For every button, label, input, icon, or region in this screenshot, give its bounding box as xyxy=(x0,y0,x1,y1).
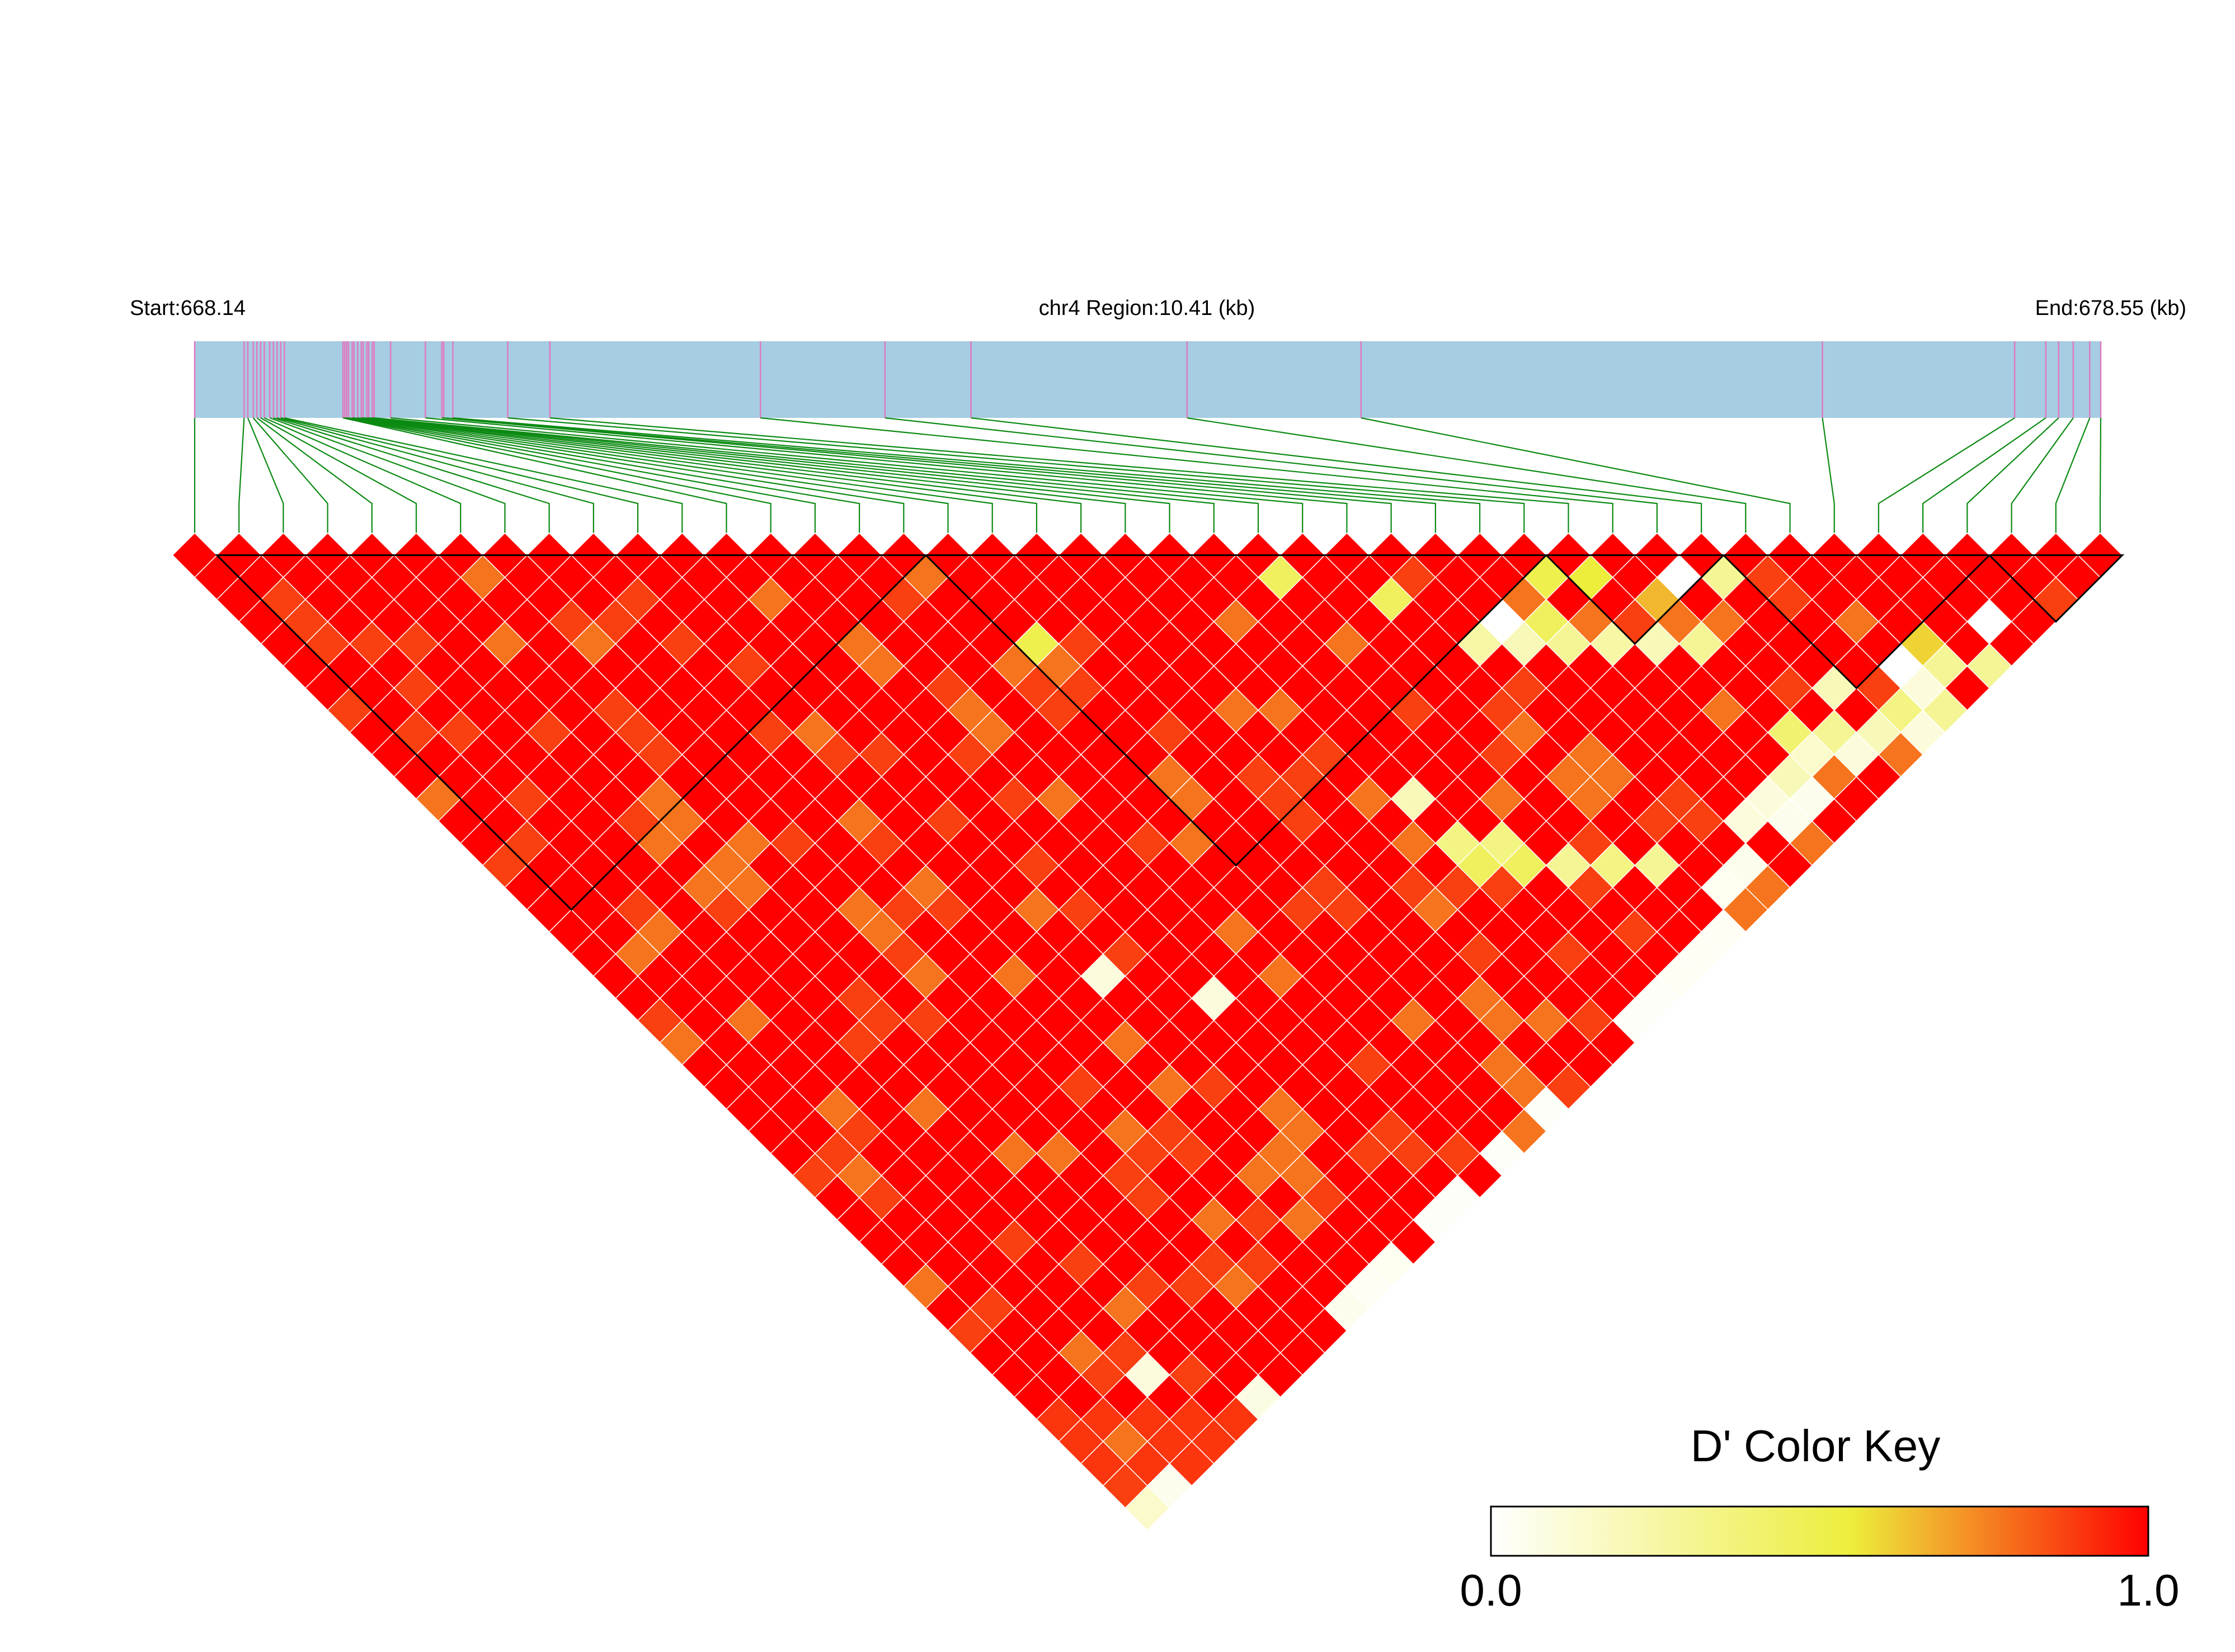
start-label: Start:668.14 xyxy=(130,296,246,320)
snp-connector xyxy=(372,417,1215,542)
snp-connector xyxy=(2099,417,2102,542)
snp-connector xyxy=(252,417,328,542)
haplotype-block-outline xyxy=(214,554,928,911)
ld-matrix xyxy=(172,532,2123,1531)
snp-connector xyxy=(366,417,1126,542)
snp-connector xyxy=(256,417,373,542)
region-track xyxy=(194,341,2102,418)
snp-connector xyxy=(348,417,860,542)
snp-connector xyxy=(345,417,771,542)
snp-connector xyxy=(453,417,1481,542)
snp-connector xyxy=(425,417,1348,542)
snp-connector xyxy=(361,417,1038,542)
snp-diamond xyxy=(172,532,218,578)
color-key: D' Color Key 0.0 1.0 xyxy=(1460,1421,2179,1615)
snp-connector xyxy=(368,417,1170,542)
snp-connector xyxy=(1878,417,2015,542)
snp-connector xyxy=(284,417,683,542)
snp-connector xyxy=(1822,417,1835,542)
snp-connector xyxy=(357,417,993,542)
region-label: chr4 Region:10.41 (kb) xyxy=(1039,296,1255,320)
haplotype-block-outline xyxy=(1544,554,1726,645)
snp-connector xyxy=(444,417,1436,542)
snp-connector xyxy=(264,417,462,542)
color-key-title: D' Color Key xyxy=(1691,1421,1941,1471)
snp-connector xyxy=(507,417,1525,542)
snp-connector xyxy=(280,417,639,542)
snp-connector xyxy=(1966,417,2059,542)
snp-connector xyxy=(760,417,1613,542)
region-bar xyxy=(195,341,2101,418)
haplotype-blocks xyxy=(214,554,2125,911)
snp-connector xyxy=(352,417,905,542)
color-key-gradient xyxy=(1490,1505,2149,1557)
haplotype-block-outline xyxy=(1721,554,1992,690)
snp-connector xyxy=(884,417,1658,542)
snp-connector xyxy=(273,417,550,542)
snp-connector xyxy=(390,417,1304,542)
snp-connector xyxy=(363,417,1082,542)
snp-connector xyxy=(971,417,1702,542)
snp-connector-lines xyxy=(194,417,2102,542)
snp-connector xyxy=(1922,417,2046,542)
snp-connector xyxy=(2011,417,2074,542)
haplotype-block-outline xyxy=(1987,554,2125,623)
color-key-max: 1.0 xyxy=(2117,1565,2179,1615)
snp-connector xyxy=(269,417,506,542)
color-key-min: 0.0 xyxy=(1460,1565,1522,1615)
snp-connector xyxy=(247,417,284,542)
snp-connector xyxy=(238,417,245,542)
snp-connector xyxy=(1361,417,1791,542)
snp-connector xyxy=(276,417,594,542)
snp-connector xyxy=(346,417,816,542)
snp-connector xyxy=(549,417,1569,542)
snp-connector xyxy=(1187,417,1747,542)
haplotype-block-outline xyxy=(924,554,1549,867)
snp-connector xyxy=(441,417,1392,542)
snp-connector xyxy=(354,417,949,542)
snp-connector xyxy=(374,417,1259,542)
snp-connector xyxy=(342,417,727,542)
snp-connector xyxy=(2055,417,2091,542)
end-label: End:678.55 (kb) xyxy=(2035,296,2186,320)
snp-connector xyxy=(260,417,417,542)
